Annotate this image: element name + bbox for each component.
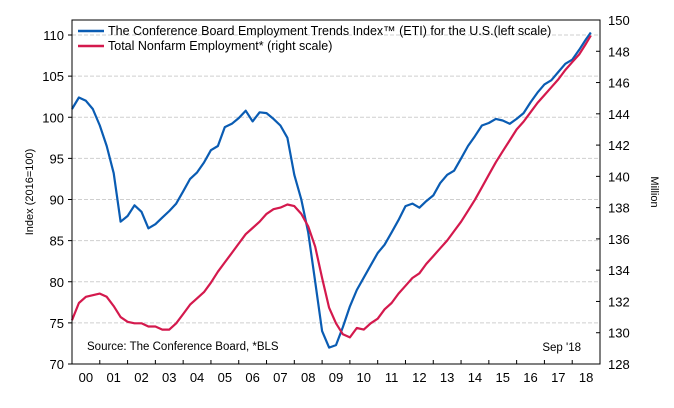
x-tick-label: 05 [218,370,232,385]
left-tick-label: 85 [50,234,64,249]
x-tick-label: 03 [162,370,176,385]
left-tick-label: 90 [50,193,64,208]
x-tick-label: 18 [579,370,593,385]
gridlines [72,34,600,324]
right-tick-label: 138 [608,201,630,216]
x-tick-label: 08 [301,370,315,385]
x-tick-label: 07 [273,370,287,385]
left-tick-label: 100 [42,110,64,125]
x-tick-label: 06 [245,370,259,385]
right-tick-label: 144 [608,107,630,122]
right-tick-label: 130 [608,326,630,341]
right-tick-label: 142 [608,138,630,153]
plot-frame [71,19,601,365]
x-tick-label: 15 [496,370,510,385]
source-note: Source: The Conference Board, *BLS [87,341,279,353]
x-tick-label: 13 [440,370,454,385]
right-tick-label: 134 [608,263,630,278]
x-tick-label: 14 [468,370,482,385]
right-tick-label: 132 [608,294,630,309]
right-tick-label: 148 [608,44,630,59]
x-tick-label: 12 [412,370,426,385]
left-axis-title: Index (2016=100) [24,149,36,236]
right-tick-label: 146 [608,76,630,91]
x-tick-label: 01 [106,370,120,385]
left-tick-label: 80 [50,275,64,290]
right-tick-label: 140 [608,169,630,184]
x-axis: 00 01 02 03 04 05 06 07 08 09 10 11 12 13 14 15 16 17 18 [79,360,593,385]
left-tick-label: 105 [42,69,64,84]
left-tick-label: 95 [50,151,64,166]
legend-label-nfp: Total Nonfarm Employment* (right scale) [108,39,332,53]
left-axis: 70 75 80 85 90 95 100 105 110 [42,28,72,372]
right-tick-label: 136 [608,232,630,247]
right-axis: 128 130 132 134 136 138 140 142 144 146 148 150 [596,13,630,372]
x-tick-label: 00 [79,370,93,385]
x-tick-label: 10 [357,370,371,385]
legend: The Conference Board Employment Trends I… [78,24,551,53]
left-tick-label: 75 [50,316,64,331]
x-tick-label: 11 [385,370,399,385]
left-tick-label: 70 [50,357,64,372]
x-tick-label: 17 [551,370,565,385]
x-tick-label: 04 [190,370,204,385]
left-tick-label: 110 [43,28,64,43]
x-tick-label: 02 [134,370,148,385]
legend-label-eti: The Conference Board Employment Trends I… [108,24,551,38]
x-tick-label: 16 [523,370,537,385]
nonfarm-series-line [70,35,592,339]
right-axis-title: Million [648,176,660,207]
right-tick-label: 128 [608,357,630,372]
x-tick-label: 09 [329,370,343,385]
right-tick-label: 150 [608,13,630,28]
date-note: Sep '18 [542,342,581,354]
eti-series-line [71,31,592,349]
series-lines [70,31,592,349]
